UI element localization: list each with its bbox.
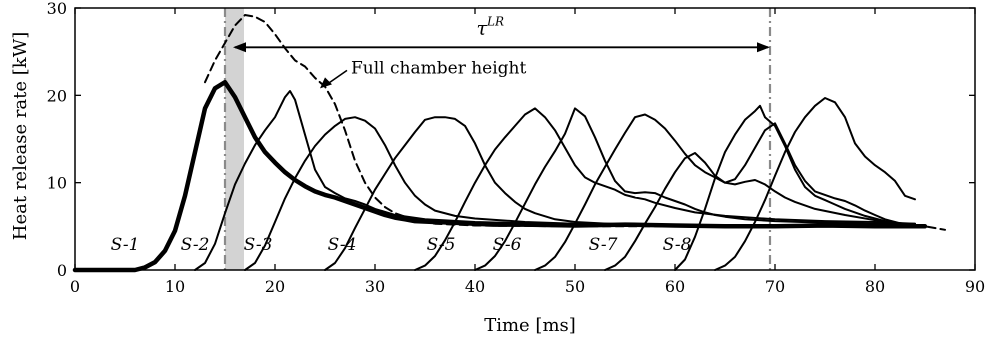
annotation-group: τLR Full chamber height [233, 14, 770, 89]
stage-label-4: S-4 [328, 235, 357, 255]
x-tick-label-0: 0 [70, 277, 80, 296]
series-line-6 [414, 107, 916, 271]
x-tick-label-50: 50 [565, 277, 585, 296]
series-line-4 [244, 116, 916, 271]
x-tick-label-80: 80 [865, 277, 885, 296]
x-tick-label-90: 90 [965, 277, 985, 296]
full-chamber-label: Full chamber height [351, 58, 526, 78]
series-line-5 [324, 116, 916, 271]
shaded-band-group [225, 8, 244, 270]
series-line-10 [674, 104, 916, 271]
tau-label: τLR [477, 14, 505, 39]
plot-frame [74, 7, 976, 271]
stage-label-2: S-2 [181, 235, 210, 255]
stage-label-1: S-1 [111, 235, 140, 255]
stage-label-5: S-5 [427, 235, 456, 255]
x-tick-label-10: 10 [165, 277, 185, 296]
axes-group: 0 10 20 30 40 50 60 70 80 90 0 10 20 30 [47, 0, 986, 296]
y-tick-label-30: 30 [47, 0, 67, 18]
tau-arrow-head-right [757, 42, 770, 53]
series-line-7 [474, 107, 916, 271]
stage-label-6: S-6 [493, 235, 522, 255]
series-line-11 [714, 97, 916, 271]
stage-label-7: S-7 [589, 235, 618, 255]
x-tick-label-70: 70 [765, 277, 785, 296]
x-tick-label-20: 20 [265, 277, 285, 296]
stage-label-3: S-3 [244, 235, 273, 255]
x-tick-label-30: 30 [365, 277, 385, 296]
y-tick-label-20: 20 [47, 86, 67, 105]
x-tick-label-40: 40 [465, 277, 485, 296]
y-axis-label: Heat release rate [kW] [10, 32, 31, 240]
series-line-8 [534, 113, 916, 271]
stage-labels-group: S-1 S-2 S-3 S-4 S-5 S-6 S-7 S-8 [111, 235, 692, 255]
shaded-band [225, 8, 244, 270]
x-tick-label-60: 60 [665, 277, 685, 296]
stage-label-8: S-8 [663, 235, 692, 255]
x-axis-label: Time [ms] [484, 315, 576, 336]
series-line-9 [604, 122, 916, 271]
full-chamber-arrow-head [320, 77, 332, 89]
vertical-lines-group [223, 8, 772, 270]
y-tick-label-10: 10 [47, 174, 67, 193]
tau-arrow-head-left [233, 42, 246, 53]
series-line-3 [194, 90, 916, 271]
y-tick-label-0: 0 [57, 261, 67, 280]
series-group [72, 14, 946, 273]
